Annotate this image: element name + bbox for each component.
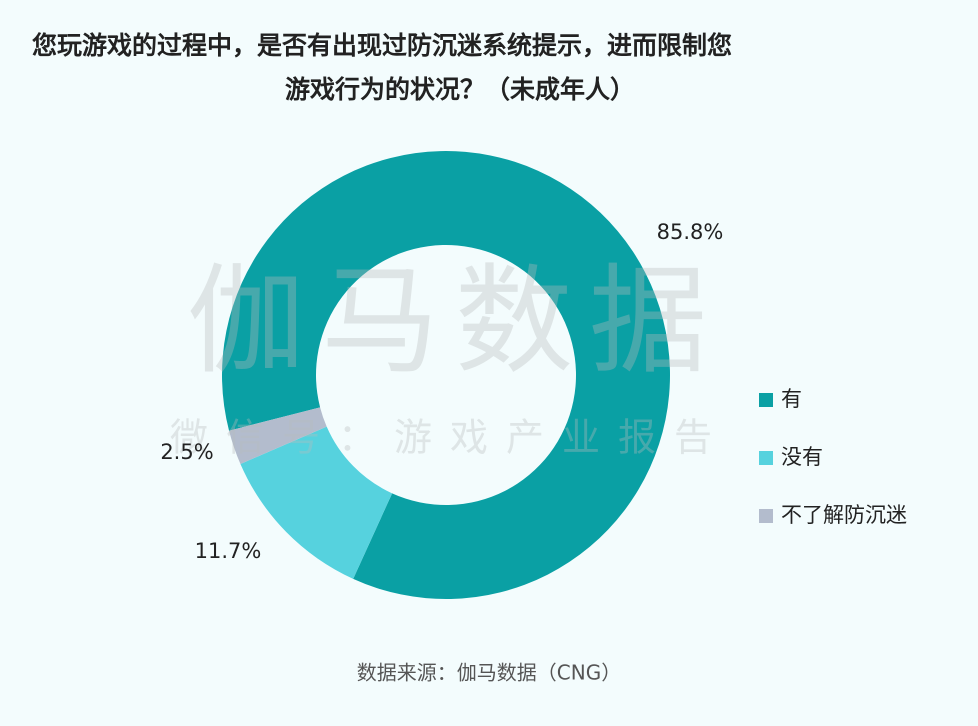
- source: 数据来源：伽马数据（CNG）: [357, 661, 621, 685]
- data-label: 11.7%: [195, 539, 262, 563]
- legend-label: 有: [781, 387, 802, 411]
- donut: [221, 150, 670, 599]
- chart-title: 游戏行为的状况？（未成年人）: [285, 75, 635, 104]
- legend-swatch: [759, 393, 773, 407]
- donut-segment: [240, 426, 393, 579]
- watermark: 微信号：游戏产业报告: [170, 416, 730, 460]
- legend-label: 没有: [781, 445, 823, 469]
- chart-title: 您玩游戏的过程中，是否有出现过防沉迷系统提示，进而限制您: [32, 31, 732, 60]
- donut-segment: [229, 407, 327, 464]
- data-label: 85.8%: [657, 220, 724, 244]
- data-label: 2.5%: [160, 440, 213, 464]
- legend-swatch: [759, 451, 773, 465]
- donut-segment: [221, 150, 670, 599]
- legend-label: 不了解防沉迷: [781, 503, 907, 527]
- watermark: 伽马数据: [187, 252, 723, 390]
- legend-swatch: [759, 509, 773, 523]
